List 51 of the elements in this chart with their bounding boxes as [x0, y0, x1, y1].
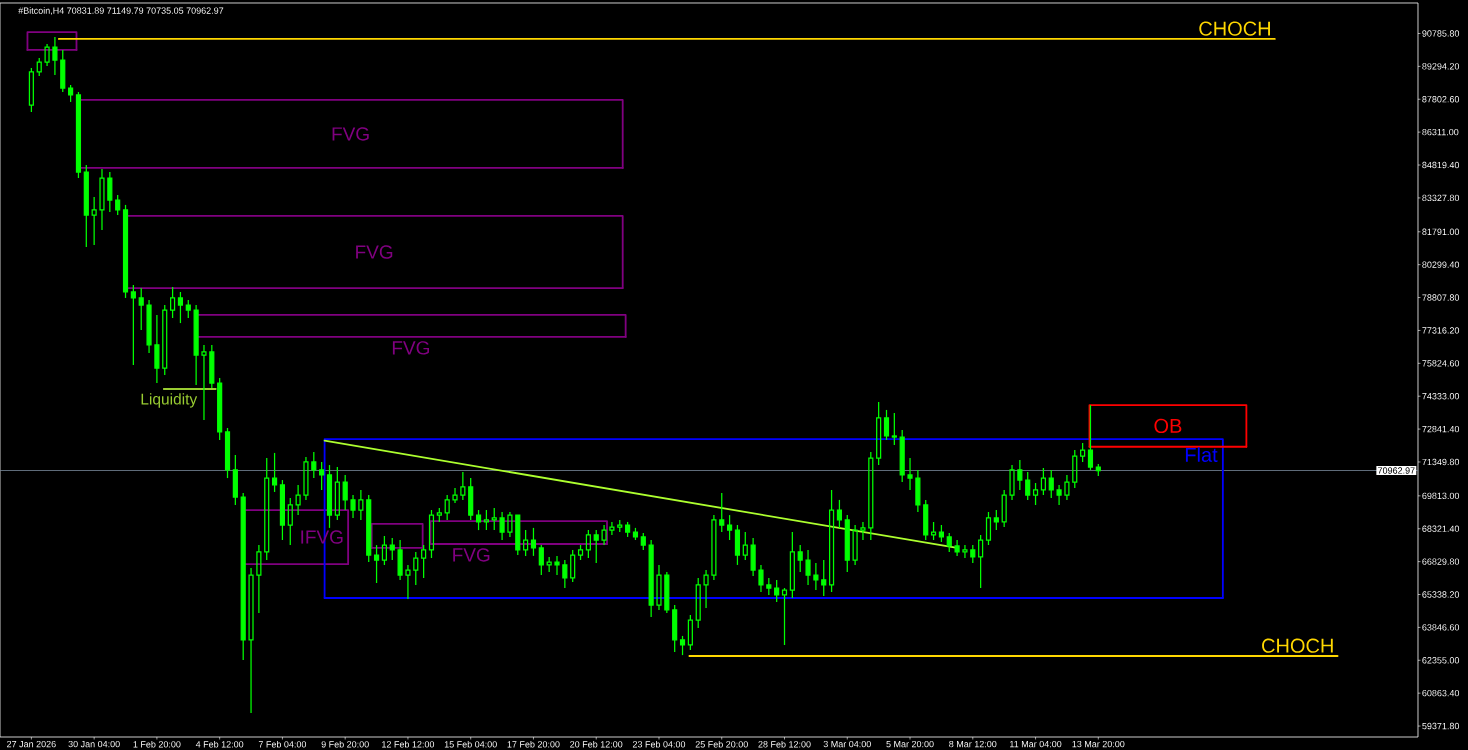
y-tick-label: 71349.80 — [1422, 458, 1460, 466]
x-tick-label: 13 Mar 20:00 — [1072, 740, 1125, 748]
y-tick-label: 78807.80 — [1422, 294, 1460, 301]
y-tick-label: 84819.40 — [1422, 161, 1460, 169]
y-tick-label: 60863.40 — [1422, 689, 1460, 697]
ref-line-label: 70962.97 — [1378, 467, 1415, 474]
y-tick-label: 68321.40 — [1422, 525, 1460, 532]
x-tick-label: 12 Feb 12:00 — [382, 740, 435, 748]
y-tick-label: 63846.60 — [1422, 624, 1460, 631]
series-label: CHOCH — [1262, 638, 1333, 653]
y-tick-label: 66829.80 — [1422, 558, 1460, 565]
y-tick-label: 77316.20 — [1422, 327, 1460, 334]
x-tick-label: 30 Jan 04:00 — [68, 740, 120, 748]
x-tick-label: 3 Mar 04:00 — [823, 740, 871, 748]
y-tick-label: 65338.20 — [1422, 591, 1460, 598]
series-label: CHOCH — [1199, 21, 1270, 36]
series-label: FVG — [392, 341, 429, 355]
y-tick-label: 74333.00 — [1422, 393, 1460, 400]
series-label: FVG — [332, 127, 369, 141]
y-tick-label: 72841.40 — [1422, 425, 1460, 433]
x-tick-label: 7 Feb 04:00 — [258, 740, 307, 748]
y-tick-label: 87802.60 — [1422, 96, 1460, 103]
x-tick-label: 4 Feb 12:00 — [195, 740, 244, 748]
chart-title: #Bitcoin,H4 70831.89 71149.79 70735.05 70962.97 — [18, 7, 224, 15]
y-tick-label: 83327.80 — [1422, 194, 1460, 202]
y-tick-label: 89294.20 — [1422, 63, 1460, 70]
x-tick-label: 15 Feb 04:00 — [444, 740, 497, 748]
y-tick-label: 90785.80 — [1422, 30, 1460, 37]
y-tick-label: 80299.40 — [1422, 261, 1460, 268]
x-tick-label: 27 Jan 2026 — [7, 740, 56, 748]
x-tick-label: 9 Feb 20:00 — [321, 740, 369, 748]
y-tick-label: 69813.00 — [1422, 492, 1460, 500]
x-tick-label: 17 Feb 20:00 — [507, 740, 560, 748]
y-tick-label: 75824.60 — [1422, 360, 1460, 367]
x-tick-label: 28 Feb 12:00 — [758, 740, 811, 748]
x-tick-label: 25 Feb 20:00 — [695, 740, 748, 748]
series-label: FVG — [356, 245, 393, 259]
x-tick-label: 5 Mar 20:00 — [886, 740, 934, 748]
series-label: Flat — [1185, 447, 1218, 462]
y-tick-label: 59371.80 — [1422, 722, 1460, 730]
y-tick-label: 86311.00 — [1422, 128, 1459, 136]
y-tick-label: 81791.00 — [1422, 228, 1460, 235]
series-label: FVG — [453, 548, 490, 562]
x-tick-label: 23 Feb 04:00 — [632, 740, 686, 748]
x-tick-label: 20 Feb 12:00 — [570, 740, 623, 748]
y-tick-label: 62355.00 — [1422, 657, 1460, 664]
x-tick-label: 1 Feb 20:00 — [133, 740, 181, 748]
series-label: Liquidity — [141, 393, 198, 408]
x-tick-label: 8 Mar 12:00 — [949, 740, 997, 748]
series-label: OB — [1154, 418, 1182, 434]
x-tick-label: 11 Mar 04:00 — [1010, 740, 1062, 748]
